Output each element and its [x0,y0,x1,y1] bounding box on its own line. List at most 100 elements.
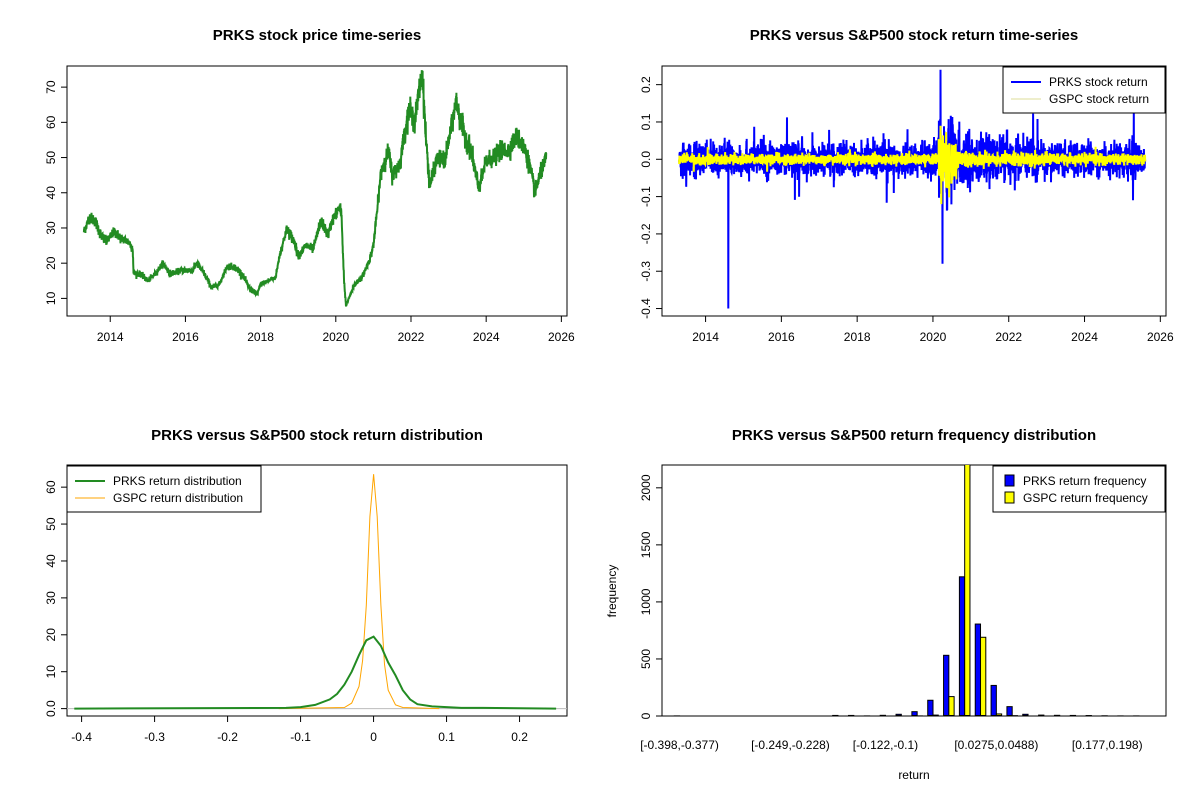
x-tick-label: [0.0275,0.0488) [954,738,1038,752]
chart-title: PRKS versus S&P500 return frequency dist… [732,427,1096,444]
gspc-bar [995,713,1003,716]
returns-panel: PRKS versus S&P500 stock return time-ser… [639,27,1174,344]
x-tick-label: 0.2 [511,730,528,744]
legend-box [66,465,262,513]
legend-label: PRKS return distribution [113,474,242,488]
gspc-bar [964,465,971,716]
y-tick-label: 10 [44,665,58,679]
prks-bar [879,714,886,716]
y-axis-label: frequency [605,565,619,618]
x-tick-label: -0.4 [71,730,92,744]
gspc-bar [948,696,955,716]
legend-box [1002,66,1166,114]
prks-bar [863,715,871,716]
prks-bar [1069,714,1077,716]
prks-bar [1053,714,1061,716]
prks-bar [1022,713,1029,716]
chart-title: PRKS versus S&P500 stock return distribu… [151,427,483,444]
x-tick-label: 0.1 [438,730,455,744]
legend-label: PRKS stock return [1049,75,1148,89]
legend-swatch [1004,491,1015,504]
prks-bar [895,713,902,716]
chart-title: PRKS versus S&P500 stock return time-ser… [750,27,1078,44]
legend-box [992,465,1166,513]
price-line [82,70,548,307]
y-tick-label: 40 [44,554,58,568]
x-tick-label: 2018 [844,330,871,344]
x-tick-label: 2020 [920,330,947,344]
gspc-bar [916,715,923,716]
y-tick-label: 60 [44,480,58,494]
y-tick-label: 30 [44,591,58,605]
x-tick-label: -0.2 [217,730,238,744]
y-tick-label: 20 [44,256,58,270]
x-tick-label: [-0.249,-0.228) [751,738,830,752]
y-tick-label: 70 [44,80,58,94]
prks-bar [1038,714,1045,716]
y-tick-label: 60 [44,115,58,129]
legend-swatch [1004,474,1015,487]
prks-bar [943,654,950,716]
legend-label: PRKS return frequency [1023,474,1146,488]
y-tick-label: 0.0 [639,151,653,168]
y-tick-label: -0.3 [639,261,653,282]
y-tick-label: 40 [44,186,58,200]
x-axis-label: return [898,768,929,782]
y-tick-label: 0 [639,712,653,719]
prks-bar [990,684,997,716]
legend-label: GSPC return frequency [1023,491,1148,505]
prks-bar [911,711,918,716]
density-line [74,635,557,710]
y-tick-label: 50 [44,151,58,165]
x-tick-label: 2024 [1071,330,1098,344]
x-tick-label: [-0.122,-0.1) [853,738,918,752]
x-tick-label: 2022 [398,330,425,344]
x-tick-label: 2016 [172,330,199,344]
prks-bar [958,576,966,716]
y-tick-label: 50 [44,517,58,531]
gspc-bar [980,636,987,716]
y-tick-label: 20 [44,628,58,642]
x-tick-label: 2024 [473,330,500,344]
prks-bar [1117,715,1124,716]
y-tick-label: 1500 [639,531,653,558]
x-tick-label: -0.1 [290,730,311,744]
bars [673,465,1145,716]
x-tick-label: 2016 [768,330,795,344]
x-tick-label: 2022 [995,330,1022,344]
prks-bar [848,714,855,716]
prks-bar [1101,715,1108,716]
y-tick-label: 0.0 [44,700,58,717]
prks-bar [832,714,839,716]
y-tick-label: 0.1 [639,113,653,130]
x-tick-label: 2014 [97,330,124,344]
y-tick-label: 10 [44,291,58,305]
prks-bar [1133,715,1140,716]
gspc-bar [1011,715,1018,716]
density-line [278,474,440,710]
chart-title: PRKS stock price time-series [213,27,421,44]
prks-bar [974,623,982,716]
y-tick-label: -0.4 [639,298,653,319]
y-tick-label: 2000 [639,474,653,501]
gspc-bar [932,714,939,716]
y-tick-label: 500 [639,649,653,669]
y-tick-label: -0.2 [639,223,653,244]
y-tick-label: 1000 [639,588,653,615]
y-tick-label: 30 [44,221,58,235]
prks-bar [1006,706,1013,716]
prks-bar [673,715,681,716]
prks-bar [1085,715,1092,716]
x-tick-label: -0.3 [144,730,165,744]
legend-label: GSPC stock return [1049,92,1149,106]
histogram-panel: PRKS versus S&P500 return frequency dist… [605,427,1167,782]
density-panel: PRKS versus S&P500 stock return distribu… [44,427,568,744]
price-panel: PRKS stock price time-series 2014 2016 201… [44,27,575,344]
prks-bar [927,699,934,716]
legend-label: GSPC return distribution [113,491,243,505]
x-tick-label: 2018 [247,330,274,344]
y-tick-label: -0.1 [639,186,653,207]
x-tick-label: [-0.398,-0.377) [640,738,719,752]
y-tick-label: 0.2 [639,76,653,93]
